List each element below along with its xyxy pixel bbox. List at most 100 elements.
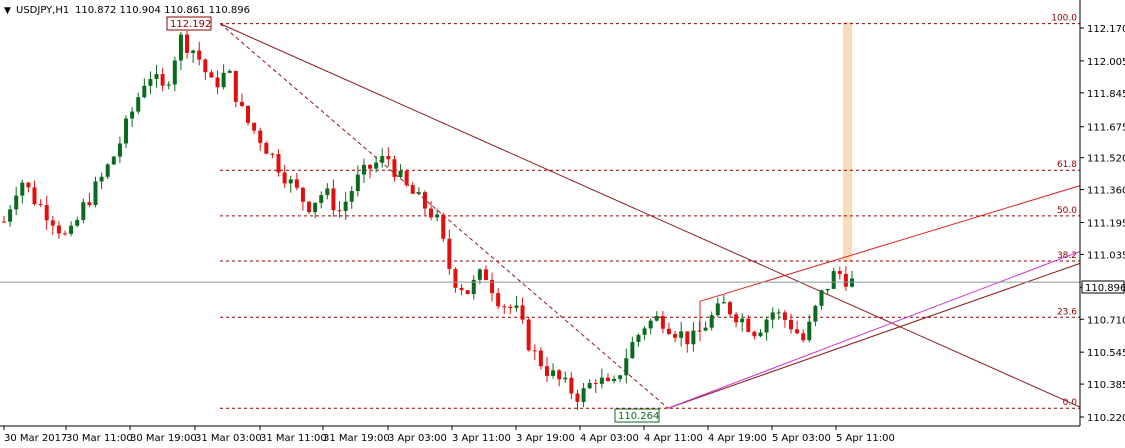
candle-body <box>422 192 427 209</box>
candle-body <box>56 225 61 234</box>
time-tick-label: 5 Apr 11:00 <box>836 433 895 444</box>
fib-level-label: 0.0 <box>1063 398 1078 408</box>
candle-body <box>795 329 800 334</box>
candle-body <box>654 315 659 321</box>
menu-triangle-icon[interactable]: ▼ <box>4 6 11 16</box>
candle-body <box>105 164 110 177</box>
candle-body <box>8 209 13 222</box>
price-tick-label: 111.360 <box>1087 186 1125 197</box>
candle-body <box>740 318 745 323</box>
candle-body <box>160 74 165 86</box>
time-tick-label: 4 Apr 03:00 <box>580 433 639 444</box>
candle-body <box>599 377 604 384</box>
candle-body <box>776 312 781 314</box>
candle-body <box>612 378 617 382</box>
candle-body <box>313 202 318 213</box>
candle-body <box>575 393 580 402</box>
candle-body <box>782 312 787 320</box>
price-tick-label: 111.520 <box>1087 154 1125 165</box>
current-price-badge <box>1081 280 1125 294</box>
candle-body <box>44 205 49 221</box>
candle-body <box>819 290 824 306</box>
candle-body <box>136 97 141 112</box>
symbol-timeframe: USDJPY,H1 <box>16 5 69 16</box>
time-tick-label: 4 Apr 11:00 <box>644 433 703 444</box>
candle-body <box>807 321 812 341</box>
high-label: 112.192 <box>170 19 211 30</box>
price-tick-label: 111.195 <box>1087 219 1125 230</box>
candle-body <box>99 176 104 182</box>
price-tick-label: 110.385 <box>1087 380 1125 391</box>
candle-body <box>813 305 818 322</box>
candle-body <box>843 273 848 287</box>
candle-body <box>191 50 196 53</box>
candle-body <box>172 60 177 85</box>
candle-body <box>130 111 135 119</box>
candle-body <box>252 122 257 131</box>
candle-body <box>325 188 330 196</box>
candle-body <box>746 318 751 332</box>
candle-body <box>477 269 482 280</box>
candle-body <box>679 331 684 338</box>
candle-body <box>727 302 732 315</box>
candle-body <box>459 287 464 291</box>
candle-body <box>483 269 488 281</box>
fib-level-label: 23.6 <box>1057 307 1077 317</box>
candle-body <box>349 191 354 202</box>
candle-body <box>386 156 391 160</box>
price-tick-label: 111.035 <box>1087 250 1125 261</box>
candle-body <box>392 159 397 177</box>
candle-body <box>593 383 598 385</box>
candle-body <box>520 305 525 320</box>
fib-level-label: 61.8 <box>1057 160 1077 170</box>
candle-body <box>38 204 43 206</box>
price-tick-label: 110.710 <box>1087 315 1125 326</box>
candle-body <box>307 201 312 213</box>
time-tick-label: 31 Mar 03:00 <box>195 433 262 444</box>
time-tick-label: 30 Mar 19:00 <box>130 433 197 444</box>
candle-body <box>624 358 629 376</box>
candle-body <box>416 192 421 194</box>
low-label: 110.264 <box>618 411 659 422</box>
candle-body <box>14 195 19 210</box>
price-tick-label: 110.220 <box>1087 413 1125 424</box>
candle-body <box>660 315 665 329</box>
candle-body <box>282 172 287 184</box>
time-tick-label: 3 Apr 03:00 <box>388 433 447 444</box>
candle-body <box>648 320 653 329</box>
time-tick-label: 4 Apr 19:00 <box>708 433 767 444</box>
current-price-label: 110.896 <box>1085 283 1125 294</box>
candle-body <box>557 370 562 380</box>
candle-body <box>264 142 269 154</box>
candle-body <box>691 330 696 345</box>
candle-body <box>178 34 183 61</box>
candle-body <box>258 130 263 143</box>
candle-body <box>429 208 434 218</box>
candle-body <box>642 328 647 335</box>
candle-body <box>551 370 556 376</box>
time-tick-label: 3 Apr 19:00 <box>516 433 575 444</box>
candle-body <box>514 305 519 308</box>
candle-body <box>148 79 153 86</box>
candle-body <box>221 72 226 88</box>
fib-level-label: 50.0 <box>1057 206 1077 216</box>
candle-body <box>331 188 336 211</box>
ohlc-readout: 110.872 110.904 110.861 110.896 <box>75 5 250 16</box>
candle-body <box>368 164 373 169</box>
candle-body <box>447 238 452 269</box>
candle-body <box>837 271 842 274</box>
time-tick-label: 5 Apr 03:00 <box>772 433 831 444</box>
candle-body <box>319 195 324 203</box>
candle-body <box>276 154 281 173</box>
candle-body <box>490 280 495 294</box>
candle-body <box>270 153 275 155</box>
candle-body <box>111 156 116 165</box>
candle-body <box>709 315 714 328</box>
candle-body <box>227 70 232 73</box>
candle-body <box>752 331 757 337</box>
candle-body <box>26 182 31 188</box>
candle-body <box>355 174 360 192</box>
candle-body <box>721 302 726 304</box>
